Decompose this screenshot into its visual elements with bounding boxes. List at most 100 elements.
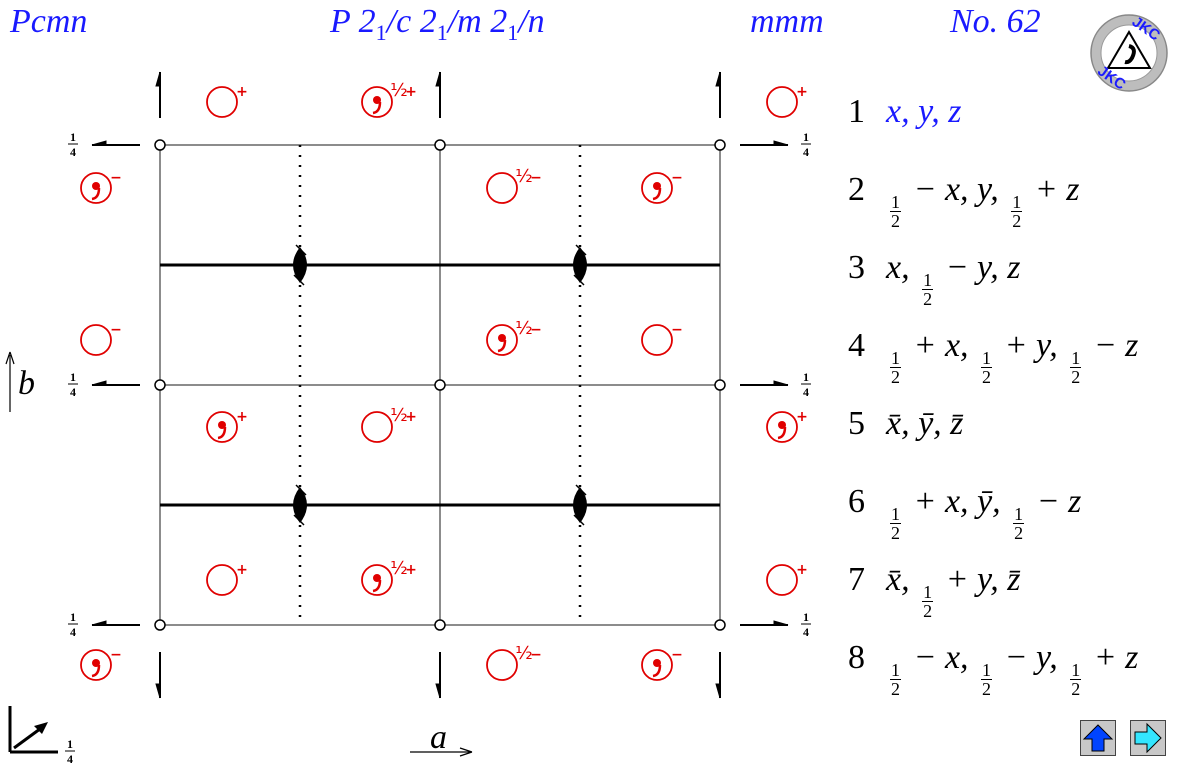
half-label: ½	[515, 166, 532, 187]
position-comma-circle: +	[206, 409, 248, 443]
expression-part: x,	[886, 249, 919, 286]
inversion-centre	[714, 379, 726, 391]
position-ring	[361, 564, 393, 596]
height-sign: −	[110, 647, 122, 663]
quarter-den: 4	[70, 145, 76, 159]
general-positions: + ½+ +− ½− −− ½− −+ ½+ ++ ½+ +− ½− −	[80, 80, 808, 681]
expression-part: − x,	[905, 639, 978, 676]
space-group-number: No. 62	[950, 3, 1041, 40]
expression-part: + z	[1085, 639, 1139, 676]
inversion-centre	[714, 619, 726, 631]
inversion-centre	[154, 379, 166, 391]
position-comma-circle: ½−	[486, 318, 542, 356]
comma-tail	[372, 101, 382, 115]
full-symbol: P 21/c 21/m 21/n	[330, 2, 545, 53]
quarter-den: 4	[70, 385, 76, 399]
next-button[interactable]	[1130, 720, 1166, 756]
screw-axis-arrowhead	[715, 71, 721, 87]
half-label: ½	[515, 643, 532, 664]
up-button[interactable]	[1080, 720, 1116, 756]
orientation-arrowhead	[34, 722, 48, 734]
half-label: ½	[390, 558, 407, 579]
quarter-num: 1	[803, 370, 809, 384]
inversion-centre	[434, 379, 446, 391]
half-label: ½	[390, 405, 407, 426]
position-comma-circle: −	[80, 170, 122, 204]
comma-tail	[652, 664, 662, 678]
height-sign: +	[796, 562, 808, 578]
right-arrow-icon	[1134, 722, 1162, 754]
position-ring	[766, 564, 798, 596]
quarter-num: 1	[70, 130, 76, 144]
expression-part: + y,	[996, 327, 1067, 364]
comma-tail	[497, 339, 507, 353]
quarter-den: 4	[803, 145, 809, 159]
expression-part: + y, z̄	[937, 561, 1021, 598]
position-circle: +	[206, 562, 248, 596]
position-comma-circle: +	[766, 409, 808, 443]
expression-part: + x,	[905, 327, 978, 364]
screw-axis-tick	[573, 514, 585, 526]
quarter-label: 14	[65, 737, 75, 766]
screw-axis-tick	[575, 484, 587, 496]
quarter-num: 1	[70, 610, 76, 624]
space-group-diagram: + ½+ +− ½− −− ½− −+ ½+ ++ ½+ +− ½− − 141414141414ba1…	[5, 71, 811, 766]
height-sign: −	[671, 647, 683, 663]
quarter-num: 1	[67, 737, 73, 751]
position-ring	[641, 172, 673, 204]
height-sign: −	[530, 647, 542, 663]
axis-a-text: a	[430, 719, 447, 756]
quarter-den: 4	[70, 625, 76, 639]
full-symbol-sub: 1	[436, 19, 448, 45]
quarter-den: 4	[803, 385, 809, 399]
position-comma-circle: ½+	[361, 80, 417, 118]
screw-axis-arrowhead	[773, 620, 789, 626]
inversion-centre	[154, 139, 166, 151]
position-ring	[486, 172, 518, 204]
expression-part: − x, y,	[905, 171, 1008, 208]
screw-axis-arrowhead	[773, 380, 789, 386]
axis-a-label: a	[410, 719, 473, 757]
inversion-centre	[434, 619, 446, 631]
comma-tail	[91, 664, 101, 678]
screw-axis-arrowhead	[435, 683, 441, 699]
position-circle: ½−	[486, 643, 542, 681]
height-sign: +	[796, 84, 808, 100]
inversion-centre	[714, 139, 726, 151]
position-circle: +	[766, 562, 808, 596]
height-sign: +	[796, 409, 808, 425]
height-sign: −	[530, 170, 542, 186]
height-sign: −	[671, 322, 683, 338]
full-symbol-part: /c 2	[386, 3, 437, 40]
quarter-num: 1	[70, 370, 76, 384]
position-ring	[206, 411, 238, 443]
quarter-label: 14	[801, 610, 811, 639]
quarter-label: 14	[801, 130, 811, 159]
operation-expression: x̄, ȳ, z̄	[886, 405, 963, 442]
quarter-label: 14	[801, 370, 811, 399]
screw-axis-arrowhead	[435, 71, 441, 87]
position-circle: ½−	[486, 166, 542, 204]
comma-tail	[217, 426, 227, 440]
position-ring	[766, 86, 798, 118]
height-sign: +	[236, 409, 248, 425]
inversion-centre	[434, 139, 446, 151]
position-ring	[80, 649, 112, 681]
position-circle: ½+	[361, 405, 417, 443]
jkc-logo[interactable]: JKC JKC	[1088, 12, 1170, 94]
expression-part: − y, z	[937, 249, 1021, 286]
